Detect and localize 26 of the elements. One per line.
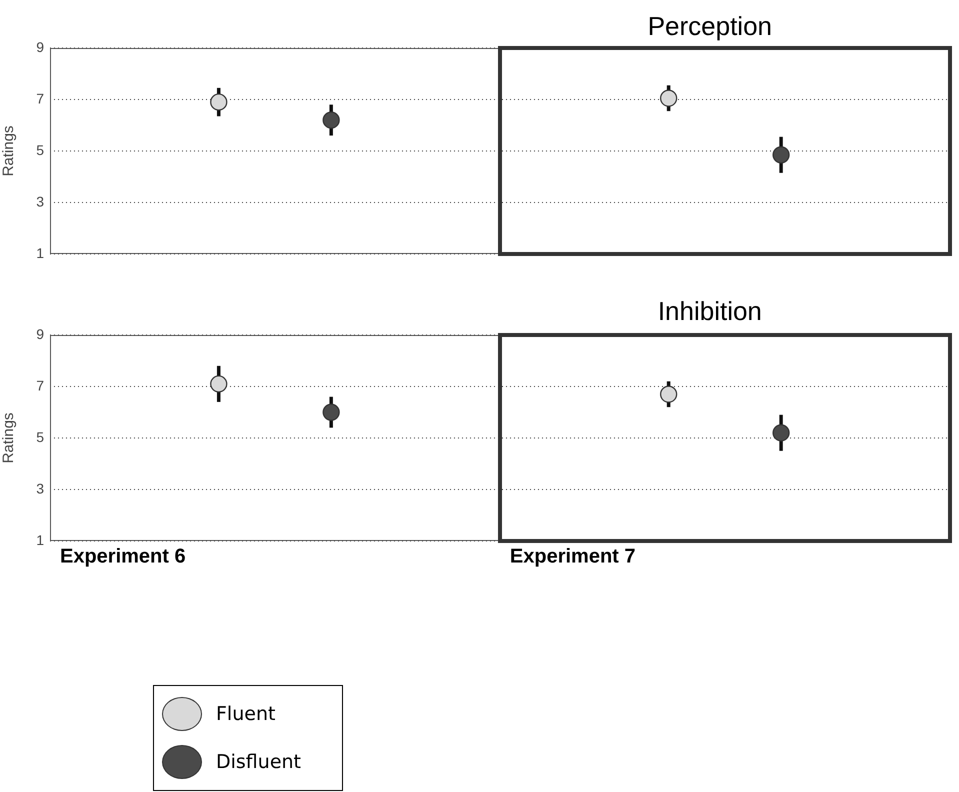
point	[210, 93, 228, 111]
legend-label: Disfluent	[216, 751, 301, 773]
y-tick-label: 9	[36, 326, 44, 342]
y-tick-label: 9	[36, 38, 44, 55]
y-tick-label: 5	[36, 142, 44, 158]
y-tick-label: 5	[36, 428, 44, 445]
legend-label: Fluent	[216, 703, 276, 725]
y-tick-label: 7	[36, 377, 44, 394]
y-tick-label: 1	[36, 244, 44, 261]
text: Experiment 6	[60, 546, 186, 568]
point	[772, 146, 790, 164]
y-axis-title: Ratings	[0, 412, 18, 464]
chart-title: Inhibition	[658, 296, 762, 326]
point	[660, 90, 678, 107]
point	[322, 112, 340, 129]
point	[772, 424, 790, 442]
y-tick-label: 7	[36, 90, 44, 106]
chart-title: Perception	[648, 11, 772, 42]
y-tick-label: 3	[36, 193, 44, 210]
y-tick-label: 1	[36, 532, 44, 548]
y-tick-label: 3	[36, 480, 44, 496]
y-axis-title: Ratings	[0, 126, 18, 176]
point	[322, 404, 340, 421]
point	[660, 386, 678, 403]
text: Experiment 7	[510, 546, 636, 568]
point	[210, 375, 228, 393]
